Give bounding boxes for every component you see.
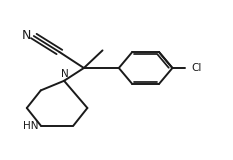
Text: Cl: Cl bbox=[192, 63, 202, 73]
Text: N: N bbox=[22, 29, 31, 42]
Text: N: N bbox=[61, 69, 69, 79]
Text: HN: HN bbox=[23, 121, 38, 131]
